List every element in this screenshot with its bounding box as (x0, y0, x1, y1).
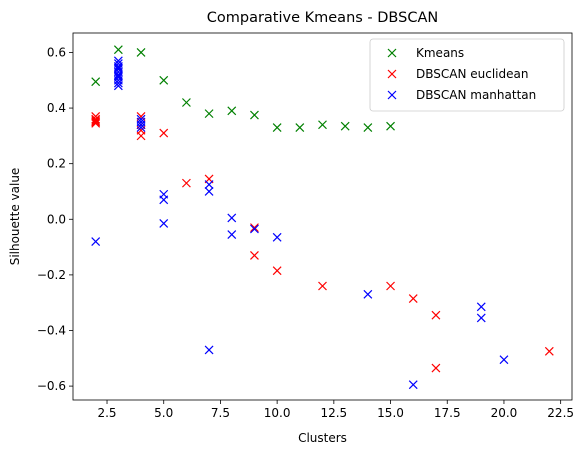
x-axis-label: Clusters (298, 431, 347, 445)
data-point (159, 195, 169, 205)
data-point (113, 63, 123, 73)
data-point (363, 289, 373, 299)
data-point (250, 110, 259, 120)
data-point (544, 346, 554, 356)
data-point (204, 109, 214, 119)
y-axis: −0.6 −0.4 −0.2 0.0 0.2 0.4 0.6 (37, 45, 73, 393)
data-point (91, 118, 101, 128)
y-tick-label: −0.2 (37, 268, 66, 282)
data-point (318, 281, 327, 291)
legend-entry: DBSCAN manhattan (416, 88, 536, 102)
data-point (431, 363, 441, 373)
data-point (91, 77, 101, 87)
x-axis: 2.5 5.0 7.5 10.0 12.5 15.0 17.5 20.0 22.5 (97, 400, 574, 420)
legend: Kmeans DBSCAN euclidean DBSCAN manhattan (369, 38, 565, 112)
data-point (136, 131, 146, 141)
data-point (113, 45, 123, 55)
data-point (113, 81, 123, 91)
x-tick-label: 12.5 (320, 406, 347, 420)
x-tick-label: 15.0 (377, 406, 404, 420)
x-tick-label: 7.5 (211, 406, 230, 420)
x-tick-label: 22.5 (547, 406, 574, 420)
data-point (181, 98, 191, 107)
data-point (386, 121, 395, 131)
y-tick-label: 0.6 (47, 45, 66, 59)
plot-area (72, 32, 573, 401)
x-tick-label: 2.5 (97, 406, 116, 420)
x-tick-label: 17.5 (434, 406, 461, 420)
data-point (408, 294, 418, 303)
data-point (227, 106, 237, 116)
y-axis-label: Silhouette value (8, 168, 22, 266)
series-dbscan-manhattan (91, 56, 509, 390)
x-tick-label: 10.0 (264, 406, 291, 420)
series-dbscan-euclidean (91, 111, 554, 373)
data-point (272, 123, 282, 132)
x-tick-label: 5.0 (154, 406, 173, 420)
legend-box (369, 38, 565, 112)
data-point (136, 120, 146, 130)
y-tick-label: 0.0 (47, 212, 66, 226)
data-point (318, 120, 327, 130)
data-point (476, 313, 486, 323)
legend-marker (387, 69, 397, 79)
data-point (136, 48, 146, 57)
data-point (136, 123, 146, 132)
y-tick-label: −0.4 (37, 323, 66, 337)
data-point (204, 180, 214, 189)
data-point (159, 219, 169, 228)
data-point (250, 250, 259, 260)
data-point (113, 78, 123, 88)
series-kmeans (91, 45, 395, 132)
data-point (181, 178, 191, 188)
data-point (91, 117, 101, 127)
data-point (204, 187, 214, 196)
y-tick-label: −0.6 (37, 379, 66, 393)
data-point (272, 232, 282, 242)
data-point (363, 123, 373, 132)
y-tick-label: 0.2 (47, 157, 66, 171)
data-point (204, 345, 214, 355)
legend-marker (387, 90, 397, 100)
data-point (91, 116, 101, 126)
data-point (386, 281, 395, 291)
data-point (499, 355, 509, 365)
data-point (250, 224, 259, 234)
data-point (227, 230, 237, 239)
data-point (272, 266, 282, 276)
y-tick-label: 0.4 (47, 101, 66, 115)
chart-title: Comparative Kmeans - DBSCAN (207, 10, 438, 26)
data-point (91, 114, 101, 124)
data-point (408, 380, 418, 390)
data-point (340, 121, 350, 131)
data-point (113, 71, 123, 81)
legend-entry: Kmeans (416, 46, 464, 60)
legend-entry: DBSCAN euclidean (416, 67, 528, 81)
legend-marker (387, 48, 397, 58)
data-point (250, 223, 259, 233)
data-point (476, 302, 486, 312)
data-point (159, 128, 169, 138)
data-point (227, 213, 237, 223)
data-point (159, 75, 169, 85)
data-point (295, 123, 305, 132)
x-tick-label: 20.0 (491, 406, 518, 420)
data-point (431, 310, 441, 320)
data-point (91, 237, 101, 246)
plot-frame (72, 32, 573, 401)
